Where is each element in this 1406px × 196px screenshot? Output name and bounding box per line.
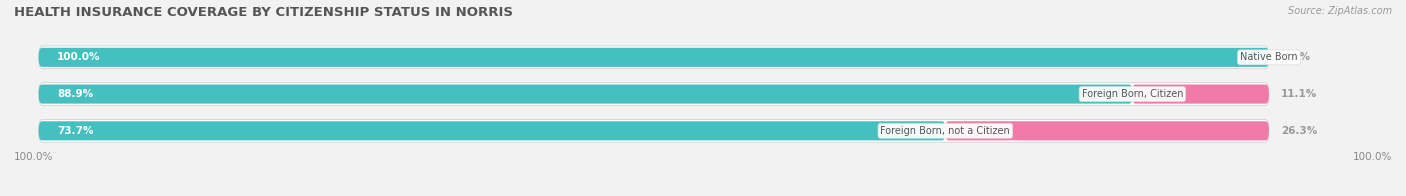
Text: Source: ZipAtlas.com: Source: ZipAtlas.com bbox=[1288, 6, 1392, 16]
FancyBboxPatch shape bbox=[39, 84, 1132, 104]
Text: Foreign Born, not a Citizen: Foreign Born, not a Citizen bbox=[880, 126, 1011, 136]
Text: 100.0%: 100.0% bbox=[1353, 152, 1392, 162]
FancyBboxPatch shape bbox=[39, 83, 1268, 105]
Text: HEALTH INSURANCE COVERAGE BY CITIZENSHIP STATUS IN NORRIS: HEALTH INSURANCE COVERAGE BY CITIZENSHIP… bbox=[14, 6, 513, 19]
FancyBboxPatch shape bbox=[39, 121, 945, 140]
Text: 88.9%: 88.9% bbox=[58, 89, 93, 99]
Text: 11.1%: 11.1% bbox=[1281, 89, 1317, 99]
FancyBboxPatch shape bbox=[945, 121, 1268, 140]
Text: Native Born: Native Born bbox=[1240, 52, 1298, 62]
FancyBboxPatch shape bbox=[39, 119, 1268, 142]
FancyBboxPatch shape bbox=[39, 46, 1268, 69]
Text: 73.7%: 73.7% bbox=[58, 126, 94, 136]
Text: 100.0%: 100.0% bbox=[58, 52, 101, 62]
FancyBboxPatch shape bbox=[39, 48, 1268, 67]
Text: 26.3%: 26.3% bbox=[1281, 126, 1317, 136]
Text: Foreign Born, Citizen: Foreign Born, Citizen bbox=[1081, 89, 1182, 99]
Text: 0.0%: 0.0% bbox=[1281, 52, 1310, 62]
Text: 100.0%: 100.0% bbox=[14, 152, 53, 162]
FancyBboxPatch shape bbox=[1132, 84, 1268, 104]
